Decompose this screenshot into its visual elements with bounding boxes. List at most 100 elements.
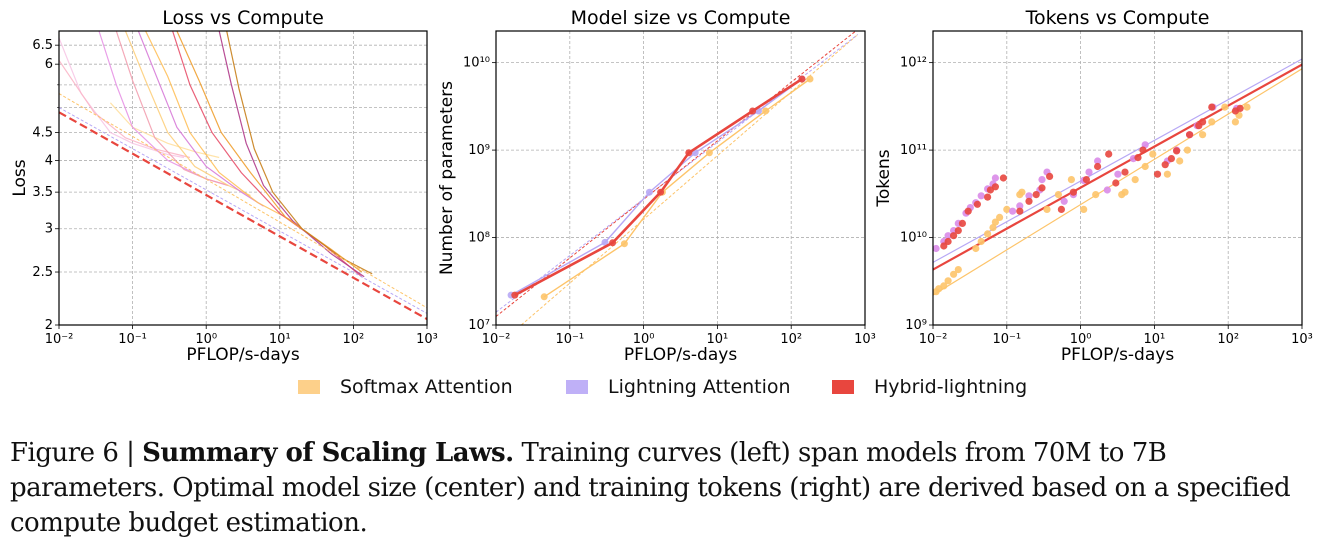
legend-label-lightning: Lightning Attention — [608, 376, 791, 398]
data-point-lightning — [1025, 192, 1033, 200]
data-point-hybrid — [1167, 155, 1175, 163]
data-point-hybrid — [1032, 191, 1040, 199]
data-point-hybrid — [1121, 168, 1129, 176]
data-point-hybrid — [984, 193, 992, 201]
data-point-lightning — [991, 174, 1000, 182]
data-point-hybrid — [1082, 176, 1090, 184]
data-point-hybrid — [1057, 205, 1065, 213]
y-tick-label: 10⁹ — [468, 143, 490, 158]
fit-line-softmax — [520, 34, 859, 325]
chart-title: Loss vs Compute — [162, 7, 324, 29]
data-point-hybrid — [1134, 154, 1142, 162]
data-point-lightning — [944, 232, 952, 240]
data-point-softmax — [620, 240, 628, 248]
x-tick-label: 10³ — [1291, 332, 1313, 347]
data-point-softmax — [1199, 131, 1207, 139]
data-point-hybrid — [1161, 161, 1169, 169]
data-point-hybrid — [1112, 179, 1120, 187]
data-point-softmax — [1149, 150, 1157, 158]
plot-area — [933, 58, 1302, 296]
axes-frame — [932, 30, 1303, 326]
data-point-hybrid — [798, 75, 806, 83]
data-point-softmax — [1163, 170, 1171, 178]
data-point-hybrid — [749, 107, 757, 115]
data-point-hybrid — [1069, 188, 1077, 196]
data-point-softmax — [944, 277, 952, 285]
data-point-hybrid — [1025, 197, 1033, 205]
data-point-lightning — [1038, 176, 1046, 184]
data-point-hybrid — [1038, 184, 1046, 192]
y-tick-label: 3 — [45, 222, 53, 237]
data-point-hybrid — [964, 207, 972, 215]
figure: 10⁻² 10⁻¹ 10⁰ 10¹ 10² 10³ 2 2.5 3 3.5 4 4.5 6 6.5 Loss… — [10, 7, 1313, 365]
data-point-softmax — [1231, 118, 1239, 126]
axes-frame — [495, 30, 866, 326]
data-point-lightning — [1114, 170, 1122, 178]
legend-item-lightning: Lightning Attention — [566, 372, 791, 402]
x-tick-label: 10² — [1217, 332, 1239, 347]
fit-line-hybrid — [59, 111, 427, 321]
data-point-lightning — [1060, 197, 1068, 205]
x-tick-label: 10¹ — [269, 332, 291, 347]
legend-label-hybrid: Hybrid-lightning — [874, 376, 1028, 398]
data-point-softmax — [1054, 191, 1062, 199]
data-point-hybrid — [950, 232, 958, 240]
data-point-hybrid — [1173, 147, 1181, 155]
plot-area — [496, 31, 859, 325]
data-point-hybrid — [511, 291, 519, 299]
data-point-softmax — [954, 266, 962, 274]
data-point-softmax — [1067, 176, 1075, 184]
x-tick-label: 10⁻² — [919, 332, 948, 347]
chart-panel-1: 10⁻² 10⁻¹ 10⁰ 10¹ 10² 10³ 2 2.5 3 3.5 4 4.5 6 6.5 Loss… — [10, 7, 438, 365]
data-point-lightning — [1085, 168, 1093, 176]
chart-panel-3: 10⁻² 10⁻¹ 10⁰ 10¹ 10² 10³ 10⁹ 10¹⁰ 10¹¹ 10¹² Token… — [874, 7, 1313, 365]
fit-line-hybrid — [496, 31, 857, 317]
data-point-hybrid — [1236, 104, 1244, 112]
training-curve-6 — [124, 31, 251, 197]
x-tick-label: 10⁻² — [45, 332, 74, 347]
data-point-softmax — [1018, 188, 1026, 196]
chart-title: Model size vs Compute — [571, 7, 791, 29]
data-point-hybrid — [991, 183, 1000, 191]
y-tick-label: 6 — [45, 57, 53, 72]
x-tick-label: 10⁻¹ — [992, 332, 1021, 347]
legend-item-hybrid: Hybrid-lightning — [832, 372, 1027, 402]
figure-caption: Figure 6 | Summary of Scaling Laws. Trai… — [10, 436, 1320, 541]
data-point-hybrid — [685, 149, 693, 157]
data-point-hybrid — [1153, 170, 1162, 178]
x-tick-label: 10² — [780, 332, 802, 347]
training-curve-2 — [59, 59, 191, 159]
training-curve-3 — [109, 102, 220, 159]
data-point-softmax — [989, 224, 997, 232]
series-line-lightning — [510, 78, 803, 296]
data-point-hybrid — [1139, 146, 1147, 154]
training-curve-5 — [115, 31, 229, 187]
fit-line-softmax — [59, 93, 427, 309]
training-curve-7 — [137, 31, 264, 207]
x-tick-label: 10¹ — [1144, 332, 1166, 347]
legend-swatch-softmax — [298, 380, 320, 394]
chart-panel-2: 10⁻² 10⁻¹ 10⁰ 10¹ 10² 10³ 10⁷ 10⁸ 10⁹ 10¹⁰ Model s… — [437, 7, 876, 365]
data-point-softmax — [540, 293, 548, 301]
data-point-hybrid — [954, 227, 962, 235]
x-tick-label: 10⁰ — [633, 332, 655, 347]
y-tick-label: 2 — [45, 318, 53, 333]
fit-line-hybrid — [933, 63, 1302, 271]
data-point-softmax — [762, 107, 770, 115]
fit-line-lightning — [59, 107, 427, 314]
x-tick-label: 10⁰ — [195, 332, 217, 347]
y-tick-label: 10¹⁰ — [463, 56, 490, 71]
y-tick-label: 10¹⁰ — [900, 231, 927, 246]
data-point-hybrid — [1208, 103, 1216, 111]
data-point-lightning — [1094, 157, 1102, 165]
data-point-softmax — [950, 270, 958, 278]
data-point-softmax — [972, 244, 980, 253]
training-curve-4 — [98, 31, 229, 187]
data-point-softmax — [1092, 191, 1100, 199]
data-point-softmax — [1183, 146, 1191, 154]
data-point-softmax — [705, 149, 713, 157]
training-curve-10 — [218, 31, 365, 278]
legend: Softmax Attention Lightning Attention Hy… — [0, 372, 1326, 402]
data-point-hybrid — [1016, 207, 1024, 215]
y-axis-label: Loss — [10, 159, 30, 196]
